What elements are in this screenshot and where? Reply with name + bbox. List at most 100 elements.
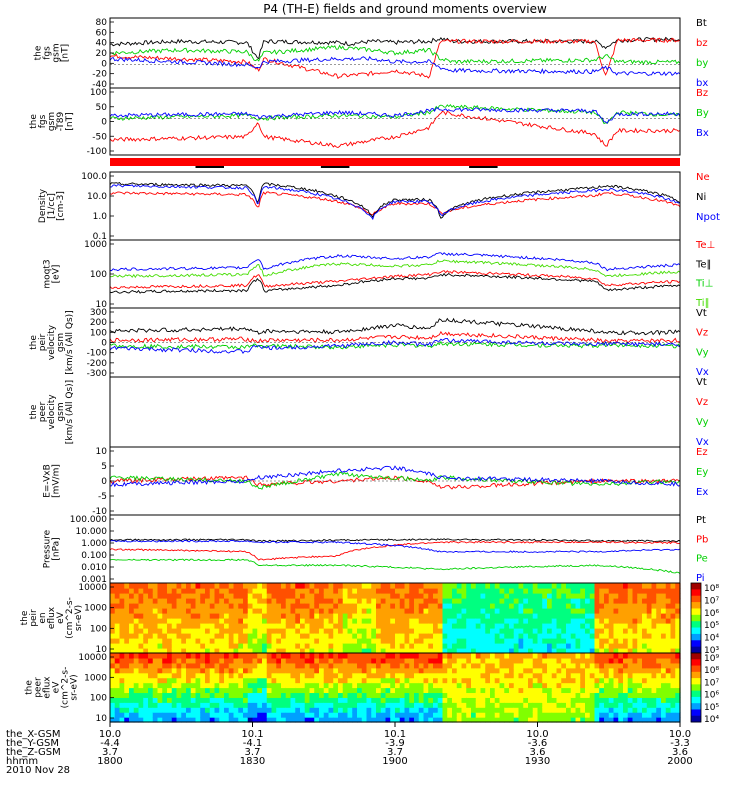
spectrogram-cell [309, 697, 315, 703]
spectrogram-cell [475, 662, 482, 669]
spectrogram-cell [399, 593, 406, 599]
footer-value-t: 1930 [525, 756, 550, 767]
spectrogram-cell [670, 682, 676, 689]
spectrogram-cell [129, 682, 135, 689]
spectrogram-cell [556, 712, 562, 718]
spectrogram-cell [618, 687, 624, 694]
spectrogram-cell [366, 682, 372, 689]
spectrogram-cell [252, 593, 258, 599]
series-Vx [109, 337, 681, 355]
spectrogram-cell [447, 613, 453, 619]
spectrogram-cell [409, 648, 415, 654]
spectrogram-cell [304, 638, 311, 644]
spectrogram-cell [456, 672, 463, 679]
spectrogram-cell [399, 628, 406, 634]
spectrogram-cell [233, 583, 239, 589]
spectrogram-cell [490, 677, 496, 684]
spectrogram-cell [542, 697, 548, 703]
spectrogram-cell [575, 702, 581, 708]
spectrogram-cell [433, 697, 439, 703]
spectrogram-cell [632, 633, 638, 639]
spectrogram-cell [366, 702, 372, 708]
spectrogram-cell [295, 648, 301, 654]
spectrogram-cell [148, 677, 154, 684]
spectrogram-cell [480, 657, 486, 664]
spectrogram-cell [523, 633, 529, 639]
spectrogram-cell [537, 643, 543, 649]
spectrogram-cell [632, 588, 638, 594]
spectrogram-cell [642, 697, 648, 703]
spectrogram-cell [613, 623, 619, 629]
spectrogram-cell [556, 697, 562, 703]
spectrogram-cell [423, 667, 429, 674]
spectrogram-cell [551, 623, 558, 629]
legend-Npot: Npot [696, 212, 720, 223]
spectrogram-cell [485, 662, 491, 669]
spectrogram-cell [243, 672, 249, 679]
spectrogram-cell [618, 707, 624, 713]
spectrogram-cell [627, 628, 634, 634]
spectrogram-cell [589, 702, 596, 708]
spectrogram-cell [186, 707, 192, 713]
spectrogram-cell [304, 662, 311, 669]
spectrogram-cell [570, 618, 577, 624]
spectrogram-cell [262, 692, 268, 698]
spectrogram-cell [119, 588, 125, 594]
spectrogram-cell [528, 603, 534, 609]
spectrogram-cell [632, 717, 638, 723]
spectrogram-cell [651, 692, 657, 698]
spectrogram-cell [371, 643, 377, 649]
spectrogram-cell [490, 687, 496, 694]
y-tick-label: 100 [90, 624, 107, 634]
spectrogram-cell [238, 583, 244, 589]
spectrogram-cell [228, 643, 235, 649]
spectrogram-cell [414, 653, 420, 659]
legend-Vz: Vz [696, 397, 708, 408]
spectrogram-cell [314, 667, 320, 674]
spectrogram-cell [304, 603, 311, 609]
spectrogram-cell [642, 657, 648, 664]
spectrogram-cell [162, 667, 168, 674]
spectrogram-cell [627, 667, 634, 674]
spectrogram-cell [376, 653, 382, 659]
spectrogram-cell [556, 628, 562, 634]
spectrogram-cell [551, 603, 558, 609]
spectrogram-cell [304, 583, 311, 589]
spectrogram-cell [323, 618, 330, 624]
spectrogram-cell [352, 717, 358, 723]
spectrogram-cell [319, 633, 325, 639]
spectrogram-cell [352, 618, 358, 624]
spectrogram-cell [171, 628, 178, 634]
spectrogram-cell [347, 653, 353, 659]
spectrogram-cell [480, 717, 486, 723]
spectrogram-cell [276, 613, 282, 619]
spectrogram-cell [152, 692, 159, 698]
spectrogram-cell [528, 697, 534, 703]
spectrogram-cell [366, 692, 372, 698]
spectrogram-cell [480, 682, 486, 689]
spectrogram-cell [357, 613, 363, 619]
spectrogram-cell [637, 628, 643, 634]
spectrogram-cell [471, 633, 477, 639]
spectrogram-cell [499, 638, 505, 644]
spectrogram-cell [238, 593, 244, 599]
spectrogram-cell [171, 608, 178, 614]
spectrogram-cell [613, 608, 619, 614]
spectrogram-cell [190, 682, 197, 689]
spectrogram-cell [456, 593, 463, 599]
spectrogram-cell [247, 692, 254, 698]
spectrogram-cell [409, 653, 415, 659]
spectrogram-cell [570, 677, 577, 684]
spectrogram-cell [209, 583, 216, 589]
footer-value-t: 1830 [240, 756, 265, 767]
spectrogram-cell [613, 672, 619, 679]
spectrogram-cell [219, 653, 225, 659]
spectrogram-cell [262, 603, 268, 609]
y-tick-label: -20 [92, 70, 107, 80]
legend-Ni: Ni [696, 192, 706, 203]
spectrogram-cell [618, 692, 624, 698]
spectrogram-cell [637, 608, 643, 614]
spectrogram-cell [219, 717, 225, 723]
spectrogram-cell [209, 648, 216, 654]
spectrogram-cell [119, 643, 125, 649]
